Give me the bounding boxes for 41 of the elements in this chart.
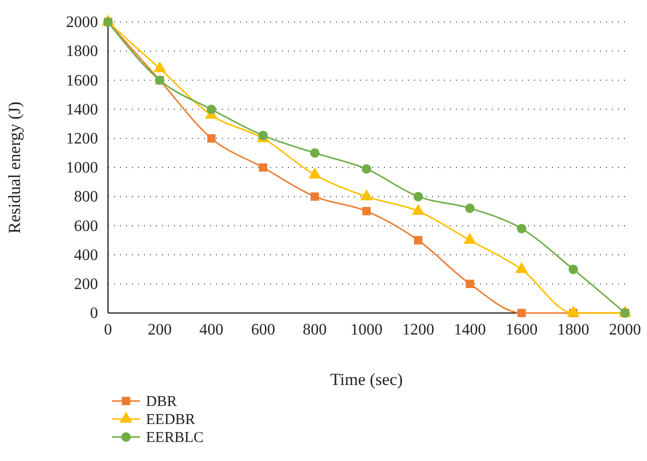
point bbox=[516, 224, 526, 234]
legend-label: EEDBR bbox=[146, 412, 196, 428]
point bbox=[362, 164, 372, 174]
x-tick-label: 1800 bbox=[557, 321, 590, 338]
y-tick-label: 1800 bbox=[66, 43, 98, 60]
point bbox=[310, 148, 320, 158]
point bbox=[568, 264, 578, 274]
point bbox=[466, 280, 474, 288]
x-tick-label: 200 bbox=[148, 321, 172, 338]
x-tick-label: 1600 bbox=[506, 321, 538, 338]
y-tick-label: 600 bbox=[74, 218, 98, 235]
point bbox=[207, 134, 216, 143]
y-tick-label: 1400 bbox=[66, 101, 98, 118]
x-tick-label: 400 bbox=[199, 321, 224, 338]
point bbox=[465, 204, 475, 213]
x-tick-label: 2000 bbox=[609, 321, 641, 338]
x-tick-label: 1200 bbox=[402, 321, 434, 338]
point bbox=[413, 192, 423, 202]
y-tick-label: 800 bbox=[74, 188, 98, 206]
x-tick-label: 0 bbox=[104, 321, 112, 338]
point bbox=[310, 192, 319, 201]
point bbox=[517, 308, 526, 318]
y-tick-label: 1600 bbox=[66, 72, 98, 90]
y-tick-label: 1200 bbox=[66, 130, 98, 148]
y-tick-label: 2000 bbox=[66, 14, 98, 32]
y-tick-label: 0 bbox=[90, 305, 98, 322]
legend-label: DBR bbox=[146, 394, 177, 410]
y-tick-label: 1000 bbox=[66, 160, 98, 177]
x-tick-label: 800 bbox=[302, 321, 327, 338]
point bbox=[414, 236, 422, 244]
x-tick-label: 600 bbox=[251, 321, 276, 338]
legend-label: EERBLC bbox=[146, 430, 204, 446]
point bbox=[258, 163, 268, 172]
x-tick-label: 1000 bbox=[350, 321, 382, 338]
y-tick-label: 400 bbox=[74, 246, 98, 264]
x-axis-title: Time (sec) bbox=[330, 370, 403, 389]
point bbox=[206, 104, 216, 114]
point bbox=[362, 206, 371, 216]
y-axis-title: Residual energy (J) bbox=[5, 102, 24, 234]
y-tick-label: 200 bbox=[74, 276, 98, 294]
x-tick-label: 1400 bbox=[454, 321, 486, 338]
